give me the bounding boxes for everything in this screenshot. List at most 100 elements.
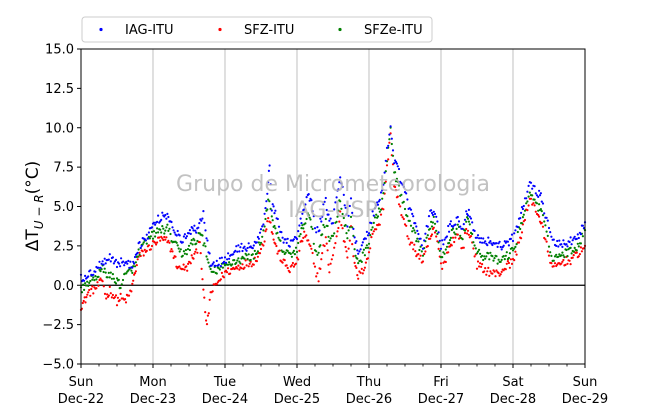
data-point (150, 230, 154, 233)
data-point (543, 212, 546, 215)
data-point (307, 239, 310, 242)
data-point (340, 182, 343, 185)
data-point (566, 262, 569, 265)
data-point (508, 266, 511, 269)
data-point (346, 225, 349, 228)
data-point (152, 230, 156, 233)
data-point (519, 227, 522, 231)
data-point (290, 255, 293, 258)
data-point (220, 256, 223, 259)
data-point (466, 214, 470, 217)
x-tick-date: Dec-24 (202, 392, 248, 407)
data-point (82, 283, 85, 286)
data-point (154, 223, 157, 226)
data-point (444, 248, 447, 251)
data-point (300, 222, 303, 225)
watermark-line-1: Grupo de Micrometeorologia (176, 172, 490, 197)
data-point (125, 272, 128, 275)
data-point (573, 235, 576, 238)
data-point (516, 225, 519, 229)
data-point (531, 194, 534, 197)
x-axis: Sun Dec-22 Mon Dec-23 Tue Dec-24 Wed Dec-25 Thu D… (58, 364, 608, 407)
y-axis-label-sub: U − R (32, 194, 46, 229)
data-point (295, 237, 299, 241)
data-point (273, 212, 276, 215)
data-point (344, 224, 347, 227)
data-point (402, 200, 405, 203)
data-point (207, 261, 210, 264)
data-point (432, 210, 435, 213)
data-point (403, 207, 407, 211)
data-point (362, 269, 365, 272)
x-tick-day: Sat (502, 375, 523, 390)
data-point (132, 279, 135, 282)
data-point (151, 237, 155, 240)
data-point (508, 252, 511, 255)
data-point (430, 211, 434, 215)
data-point (178, 250, 181, 253)
data-point (549, 251, 552, 254)
data-point (439, 262, 443, 265)
data-point (525, 197, 528, 200)
data-point (283, 259, 286, 262)
data-point (309, 218, 312, 221)
data-point (555, 244, 558, 247)
data-point (437, 247, 440, 250)
data-point (577, 245, 580, 248)
data-point (301, 240, 304, 243)
data-point (192, 257, 195, 260)
data-point (491, 272, 494, 275)
data-point (97, 266, 100, 269)
data-point (241, 249, 244, 253)
data-point (419, 245, 422, 248)
data-point (507, 261, 510, 265)
x-tick-day: Fri (433, 375, 449, 390)
data-point (87, 291, 90, 294)
data-point (555, 253, 558, 256)
data-point (466, 229, 470, 232)
data-point (328, 271, 331, 274)
data-point (570, 252, 573, 255)
data-point (162, 238, 165, 242)
data-point (299, 233, 302, 236)
data-point (95, 278, 98, 281)
data-point (308, 216, 311, 219)
data-point (357, 277, 360, 280)
data-point (202, 210, 205, 213)
data-point (311, 227, 314, 231)
data-point (138, 253, 141, 256)
data-point (298, 249, 301, 252)
data-point (437, 231, 440, 234)
data-point (128, 266, 131, 269)
data-point (414, 222, 417, 225)
data-point (320, 258, 323, 261)
data-point (340, 224, 343, 227)
data-point (394, 171, 397, 174)
data-point (277, 225, 281, 228)
data-point (522, 204, 525, 208)
data-point (486, 270, 489, 273)
data-point (252, 257, 255, 260)
data-point (190, 254, 193, 257)
data-point (394, 160, 398, 164)
data-point (383, 181, 386, 185)
data-point (118, 299, 121, 302)
data-point (569, 246, 572, 249)
data-point (297, 241, 300, 245)
data-point (476, 260, 480, 263)
data-point (201, 217, 204, 220)
data-point (227, 263, 230, 266)
data-point (123, 264, 126, 267)
data-point (286, 266, 289, 270)
data-point (503, 258, 506, 261)
data-point (325, 242, 328, 245)
data-point (489, 270, 492, 273)
data-point (112, 262, 115, 265)
data-point (167, 229, 170, 232)
data-point (168, 241, 171, 244)
data-point (195, 248, 198, 251)
data-point (154, 235, 157, 238)
data-point (274, 227, 277, 230)
data-point (352, 234, 355, 237)
data-point (107, 271, 110, 274)
